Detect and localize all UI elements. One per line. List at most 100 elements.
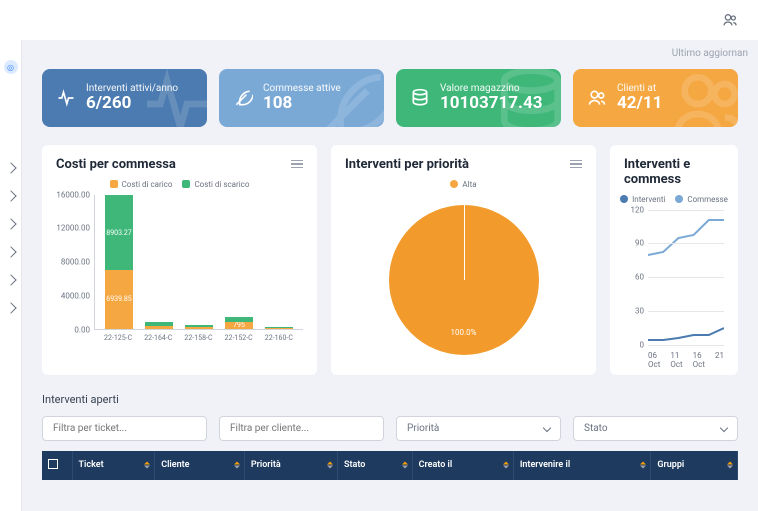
column-header[interactable]: Ticket [72, 451, 155, 480]
legend-item: Alta [450, 180, 476, 189]
filter-input[interactable] [219, 416, 384, 441]
bar-column [264, 327, 294, 328]
legend-label: Costi di carico [122, 180, 173, 189]
legend-swatch [450, 180, 458, 188]
panel-title: Interventi per priorità [345, 157, 469, 172]
bar-segment: 8903.27 [105, 195, 133, 270]
sort-icon[interactable] [402, 462, 408, 469]
panel-title: Interventi e commess [624, 157, 724, 187]
x-tick-label: 22-125-C [103, 334, 133, 342]
sort-icon[interactable] [144, 462, 150, 469]
sidebar-item[interactable] [0, 154, 21, 182]
filter-select[interactable]: Stato [573, 416, 738, 441]
hamburger-icon[interactable] [291, 160, 303, 169]
filter-select[interactable]: Priorità [396, 416, 561, 441]
filter-input[interactable] [42, 416, 207, 441]
gridline [648, 311, 724, 312]
pie-value-label: 100.0% [451, 328, 477, 337]
sidebar-item[interactable] [0, 266, 21, 294]
y-tick-label: 16000.00 [56, 190, 90, 199]
users-icon[interactable] [722, 12, 738, 28]
column-label: Cliente [161, 460, 189, 470]
main-content: Ultimo aggiornan Interventi attivi/anno6… [22, 40, 758, 511]
bar-column [184, 325, 214, 328]
chevron-down-icon [543, 424, 551, 432]
bar-segment: 795 [225, 322, 253, 329]
chevron-right-icon [5, 162, 16, 173]
panels-row: Costi per commessa Costi di caricoCosti … [22, 127, 758, 375]
legend-item: Commesse [675, 195, 728, 204]
chevron-right-icon [5, 302, 16, 313]
bar-segment [185, 327, 213, 329]
table-title: Interventi aperti [42, 393, 738, 406]
bar-chart: 0.004000.008000.0012000.0016000.00 6939.… [56, 195, 303, 350]
line-series-interventi [648, 328, 724, 340]
bg-decoration-icon [314, 69, 384, 127]
x-tick-label: 06 Oct [648, 351, 670, 369]
gridline [648, 277, 724, 278]
bar-column: 6939.858903.27 [104, 195, 134, 329]
column-header[interactable]: Intervenire il [513, 451, 651, 480]
sort-icon[interactable] [640, 462, 646, 469]
legend-label: Interventi [632, 195, 665, 204]
sidebar-badge-icon[interactable]: ◎ [4, 60, 18, 74]
legend-swatch [182, 180, 190, 188]
gridline [648, 243, 724, 244]
column-header[interactable]: Creato il [412, 451, 513, 480]
y-tick-label: 12000.00 [56, 224, 90, 233]
hamburger-icon[interactable] [570, 160, 582, 169]
sidebar-item[interactable] [0, 238, 21, 266]
bar-column: 795 [224, 317, 254, 329]
column-header[interactable]: Cliente [155, 451, 245, 480]
column-header[interactable]: Stato [337, 451, 412, 480]
column-header[interactable] [42, 451, 72, 480]
x-tick-label: 21 [715, 351, 724, 369]
sidebar-item[interactable] [0, 182, 21, 210]
column-label: Priorità [251, 460, 281, 470]
sort-icon[interactable] [234, 462, 240, 469]
column-header[interactable]: Gruppi [651, 451, 738, 480]
stat-card[interactable]: Commesse attive108 [219, 69, 384, 127]
gridline [648, 210, 724, 211]
line-chart: 0306090120 06 Oct11 Oct16 Oct21 [624, 210, 724, 365]
filter-row: Priorità Stato [42, 416, 738, 441]
select-label: Priorità [407, 423, 439, 434]
sort-icon[interactable] [503, 462, 509, 469]
y-tick-label: 0 [640, 340, 645, 349]
chart-legend: Costi di carico Costi di scarico [56, 180, 303, 189]
bg-decoration-icon [491, 69, 561, 127]
legend-item: Interventi [620, 195, 665, 204]
sort-icon[interactable] [327, 462, 333, 469]
stat-card[interactable]: Valore magazzino10103717.43 [396, 69, 561, 127]
chart-legend: Alta [345, 180, 582, 189]
y-tick-label: 120 [631, 205, 645, 214]
y-tick-label: 60 [635, 273, 644, 282]
y-tick-label: 30 [635, 306, 644, 315]
chevron-down-icon [720, 424, 728, 432]
sidebar-item[interactable] [0, 210, 21, 238]
x-tick-label: 22-164-C [143, 334, 173, 342]
checkbox[interactable] [48, 459, 58, 469]
panel-interventi-commesse: Interventi e commess InterventiCommesse … [610, 145, 738, 375]
y-tick-label: 8000.00 [61, 258, 90, 267]
card-value: 42/11 [617, 94, 662, 113]
stat-cards-row: Interventi attivi/anno6/260Commesse atti… [22, 59, 758, 127]
legend-item: Costi di scarico [182, 180, 249, 189]
bar-value-label: 795 [225, 321, 253, 329]
stat-card[interactable]: Clienti at42/11 [573, 69, 738, 127]
legend-item: Costi di carico [110, 180, 173, 189]
y-tick-label: 4000.00 [61, 291, 90, 300]
column-header[interactable]: Priorità [244, 451, 337, 480]
legend-swatch [620, 195, 628, 203]
x-tick-label: 22-158-C [183, 334, 213, 342]
bar-segment [185, 325, 213, 326]
bg-decoration-icon [668, 69, 738, 127]
column-label: Intervenire il [520, 460, 570, 470]
sidebar-item[interactable] [0, 294, 21, 322]
sort-icon[interactable] [727, 462, 733, 469]
pulse-icon [56, 88, 76, 108]
stat-card[interactable]: Interventi attivi/anno6/260 [42, 69, 207, 127]
feather-icon [233, 88, 253, 108]
column-label: Ticket [79, 460, 104, 470]
legend-swatch [110, 180, 118, 188]
